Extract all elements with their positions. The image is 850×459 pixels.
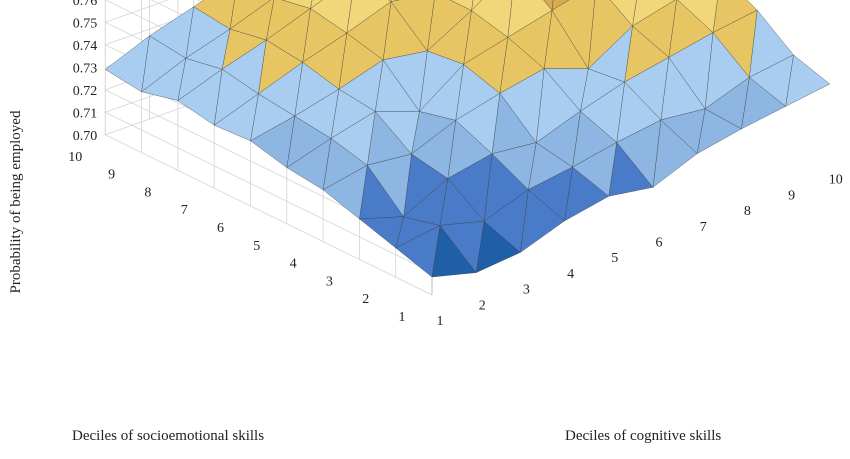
z-tick-label: 0.76 <box>73 0 98 9</box>
surface-facet <box>346 1 392 61</box>
surface-facet <box>149 6 195 59</box>
surface-facet <box>257 61 303 117</box>
socioemotional-tick-label: 3 <box>326 274 333 289</box>
z-tick-label: 0.74 <box>73 39 98 54</box>
surface-facet <box>677 0 718 34</box>
cognitive-tick-label: 3 <box>523 283 530 298</box>
socioemotional-tick-label: 10 <box>68 150 82 165</box>
cognitive-axis-tick-labels: 1 2 3 4 5 6 7 8 9 10 <box>437 173 843 329</box>
surface-facet <box>668 32 714 110</box>
surface-facet <box>281 0 313 9</box>
surface-facet <box>193 0 235 30</box>
surface-facet <box>403 177 449 226</box>
surface-facet <box>535 110 581 168</box>
surface-facet <box>250 115 296 169</box>
y-axis-label: Deciles of socioemotional skills <box>72 428 264 444</box>
socioemotional-axis-tick-labels: 1 2 3 4 5 6 7 8 9 10 <box>68 150 405 325</box>
surface-facet <box>463 36 509 94</box>
surface-facet <box>447 153 493 222</box>
surface-facet <box>418 63 464 121</box>
surface-facet <box>221 39 267 95</box>
z-axis-label: Probability of being employed <box>8 110 24 293</box>
surface-facet <box>543 0 554 12</box>
surface-facet <box>704 76 750 130</box>
cognitive-tick-label: 8 <box>744 204 751 219</box>
surface-facet <box>579 81 625 143</box>
surface-facet <box>310 0 352 34</box>
cognitive-tick-label: 4 <box>567 267 574 282</box>
socioemotional-tick-label: 1 <box>399 310 406 325</box>
z-tick-label: 0.71 <box>73 106 98 121</box>
surface-facet <box>265 7 311 63</box>
surface-facet <box>551 0 595 70</box>
surface-facet <box>286 137 332 191</box>
cognitive-tick-label: 5 <box>611 251 618 266</box>
surface-facet <box>358 216 404 249</box>
surface-facet <box>294 88 340 139</box>
surface-facet <box>104 35 150 93</box>
surface-facet <box>712 9 758 78</box>
surface-facet <box>449 0 474 11</box>
surface-facet <box>491 142 537 191</box>
surface-facet <box>499 68 545 144</box>
surface-facet <box>610 0 637 27</box>
surface-facet <box>374 111 420 155</box>
z-tick-label: 0.70 <box>73 129 98 144</box>
socioemotional-tick-label: 4 <box>290 257 297 272</box>
surface-facet <box>471 0 513 38</box>
cognitive-tick-label: 6 <box>656 236 663 251</box>
surface-facet <box>395 225 441 278</box>
socioemotional-tick-label: 7 <box>181 203 188 218</box>
z-tick-label: 0.72 <box>73 84 98 99</box>
x-axis-label: Deciles of cognitive skills <box>565 428 721 444</box>
surface-facet <box>455 92 501 155</box>
surface-facet <box>411 119 457 179</box>
surface-facet <box>660 108 706 155</box>
socioemotional-tick-label: 2 <box>362 292 369 307</box>
surface-facet <box>572 141 618 197</box>
socioemotional-tick-label: 6 <box>217 221 224 236</box>
z-tick-label: 0.73 <box>73 61 98 76</box>
surface-facet <box>390 0 435 52</box>
surface-facet <box>616 119 662 188</box>
surface-facet <box>426 9 472 65</box>
socioemotional-tick-label: 9 <box>108 168 115 183</box>
cognitive-tick-label: 9 <box>788 188 795 203</box>
cognitive-tick-label: 7 <box>700 220 707 235</box>
surface-facet <box>302 32 348 90</box>
surface-facet <box>748 54 794 107</box>
surface-facet <box>177 68 223 126</box>
surface-facet <box>330 110 376 166</box>
surface-plot <box>104 0 831 278</box>
surface-facet <box>141 57 187 101</box>
surface-facet <box>483 189 529 253</box>
socioemotional-tick-label: 8 <box>144 185 151 200</box>
socioemotional-tick-label: 5 <box>253 239 260 254</box>
surface-facet <box>366 153 412 218</box>
surface-facet <box>229 0 274 41</box>
z-tick-label: 0.75 <box>73 16 98 31</box>
surface-facet <box>587 25 633 83</box>
cognitive-tick-label: 10 <box>829 173 843 188</box>
surface-facet <box>507 9 553 70</box>
surface-facet <box>338 59 384 112</box>
z-axis-tick-labels: 0.700.710.720.730.740.750.760.770.780.79… <box>73 0 98 144</box>
cognitive-tick-label: 1 <box>437 314 444 329</box>
cognitive-tick-label: 2 <box>479 298 486 313</box>
surface-facet <box>185 28 231 70</box>
surface-facet <box>382 50 428 113</box>
surface-facet <box>388 0 392 3</box>
surface-facet <box>543 68 589 112</box>
surface-facet <box>439 220 485 274</box>
surface-facet <box>632 0 677 58</box>
surface-facet <box>213 93 259 142</box>
surface-facet <box>527 166 573 222</box>
surface-facet <box>322 164 368 220</box>
surface-facet <box>624 56 670 121</box>
